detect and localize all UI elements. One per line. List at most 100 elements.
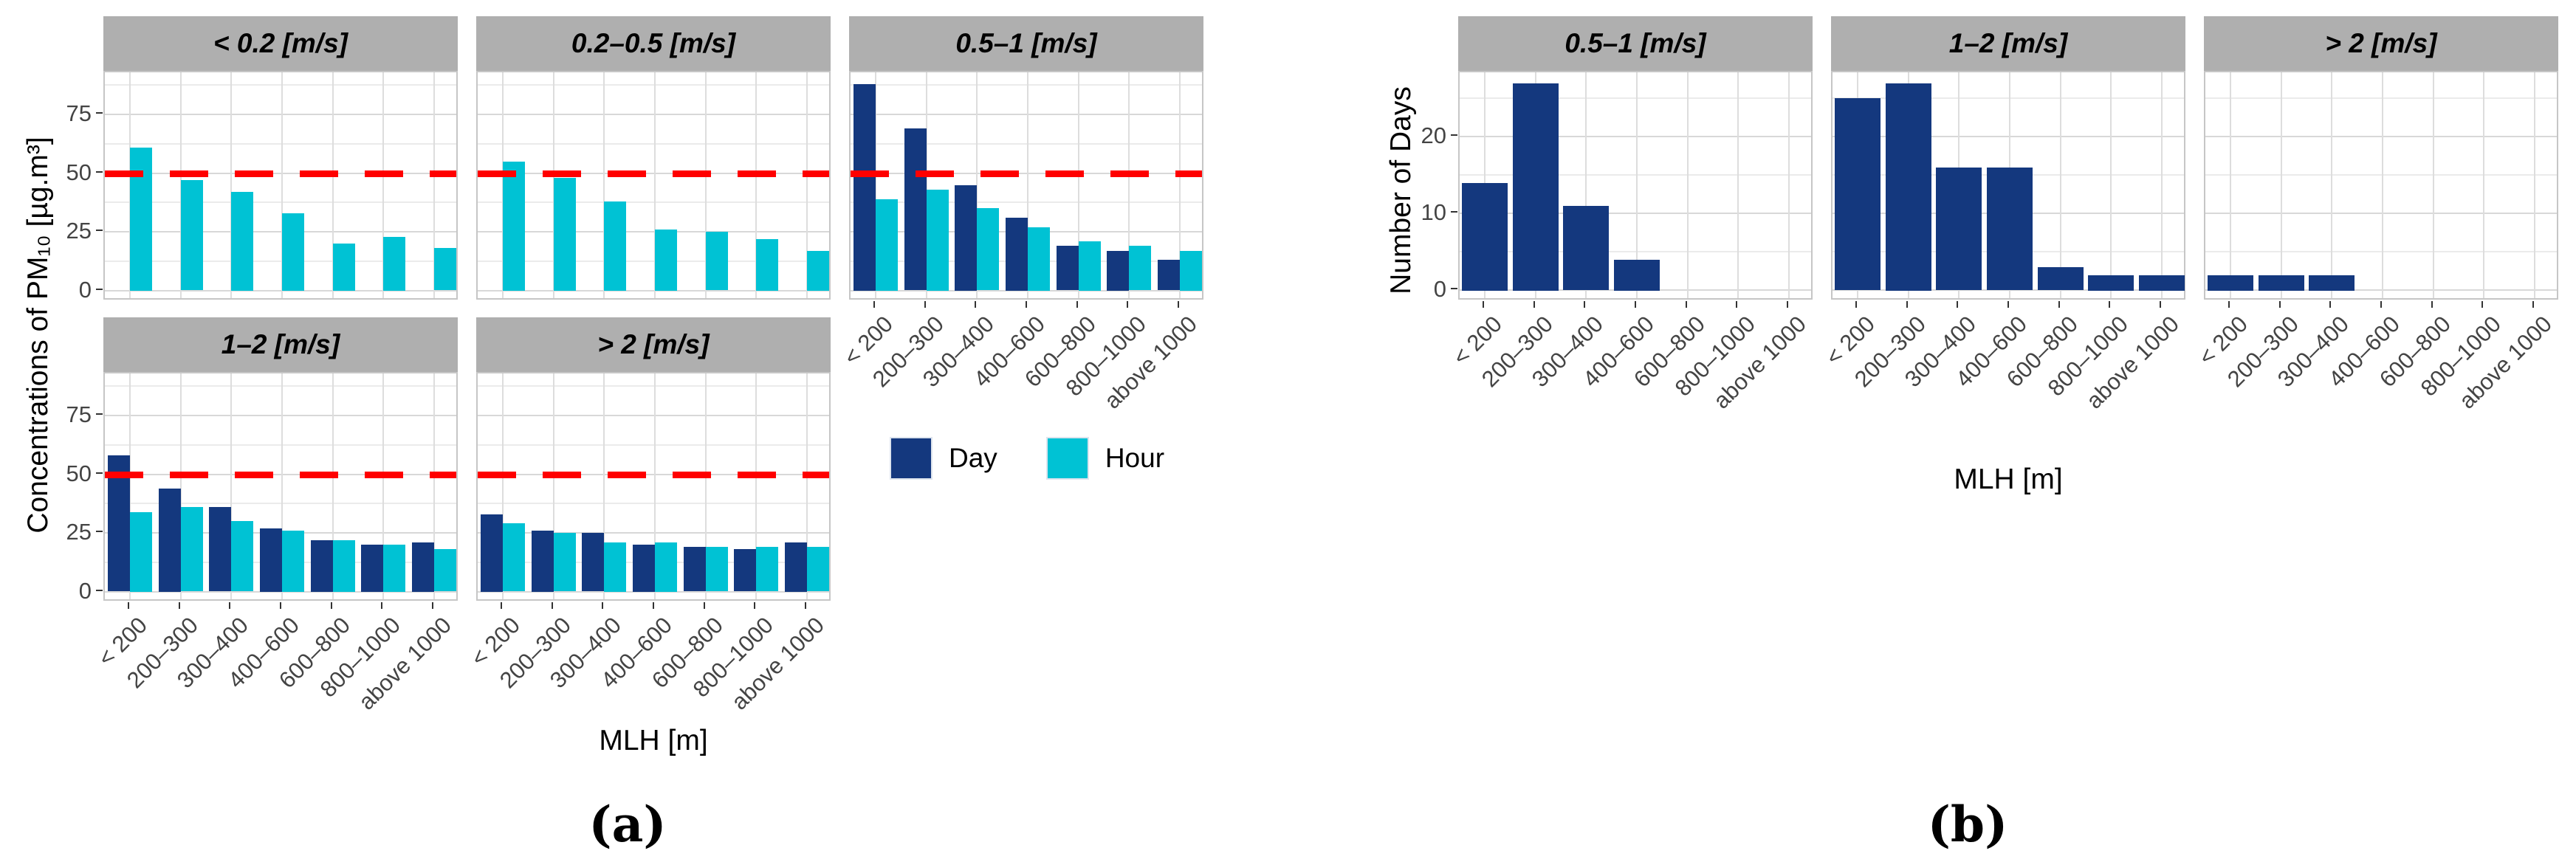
bar-day (785, 542, 807, 592)
bar-day (481, 514, 503, 592)
x-tick-mark (1584, 301, 1585, 308)
panel-a-x-axis-title: MLH [m] (599, 725, 708, 756)
facet-strip: 0.5–1 [m/s] (849, 16, 1203, 71)
y-tick-label: 75 (66, 401, 92, 427)
bar-hour (1180, 251, 1202, 291)
gridline-vertical (230, 373, 232, 599)
bar-hour (1028, 227, 1050, 291)
facet-strip-label: < 0.2 [m/s] (213, 28, 348, 58)
bar-day (582, 533, 604, 591)
bar-hour (655, 230, 677, 291)
bar-hour (231, 192, 253, 291)
x-tick-mark (2279, 301, 2281, 308)
gridline-vertical (2483, 72, 2484, 298)
gridline-minor (105, 142, 456, 145)
y-tick-mark (1451, 134, 1457, 136)
facet-strip: 1–2 [m/s] (1831, 16, 2185, 71)
gridline-vertical (2382, 72, 2383, 298)
gridline-vertical (281, 72, 283, 298)
gridline-major (105, 114, 456, 116)
gridline-vertical (926, 72, 927, 298)
y-tick-label: 10 (1421, 199, 1446, 225)
bar-hour (503, 523, 525, 591)
facet-strip: 0.5–1 [m/s] (1458, 16, 1813, 71)
bar-day (2259, 275, 2304, 291)
gridline-vertical (433, 72, 435, 298)
x-tick-mark (2058, 301, 2060, 308)
gridline-major (478, 415, 829, 417)
y-tick-label: 0 (78, 578, 92, 604)
x-tick-mark (381, 602, 382, 609)
legend-label-day: Day (949, 443, 997, 473)
bar-hour (130, 148, 152, 291)
caption-b: (b) (1927, 796, 2008, 853)
bar-day (260, 528, 282, 592)
gridline-minor (105, 385, 456, 387)
y-tick-label: 50 (66, 461, 92, 486)
bar-day (1936, 168, 1982, 290)
x-tick-mark (2431, 301, 2433, 308)
bar-day (2139, 275, 2185, 291)
gridline-vertical (2110, 72, 2112, 298)
bar-hour (706, 547, 728, 591)
bar-hour (876, 199, 898, 291)
bar-day (159, 489, 181, 592)
gridline-vertical (129, 373, 131, 599)
gridline-vertical (1687, 72, 1689, 298)
y-tick-label: 20 (1421, 123, 1446, 148)
x-tick-mark (1178, 301, 1179, 308)
facet-panel (103, 71, 458, 300)
facet-panel (2204, 71, 2558, 300)
gridline-vertical (1027, 72, 1028, 298)
pm10-limit-line (851, 170, 1202, 177)
gridline-major (1460, 213, 1811, 215)
bar-hour (554, 178, 576, 291)
gridline-minor (851, 84, 1202, 86)
gridline-major (2205, 213, 2557, 215)
bar-hour (807, 547, 829, 591)
x-tick-mark (331, 602, 332, 609)
gridline-vertical (705, 72, 707, 298)
x-tick-mark (924, 301, 926, 308)
y-tick-mark (96, 171, 103, 173)
bar-day (1886, 83, 1931, 291)
facet-panel (103, 372, 458, 601)
y-tick-mark (96, 531, 103, 532)
bar-hour (434, 248, 456, 290)
gridline-vertical (382, 373, 384, 599)
facet-strip-label: 0.5–1 [m/s] (955, 28, 1097, 58)
facet-strip-label: > 2 [m/s] (2325, 28, 2437, 58)
bar-hour (756, 547, 778, 591)
gridline-minor (1833, 97, 2184, 100)
pm10-limit-line (478, 170, 829, 177)
bar-day (1835, 98, 1881, 290)
gridline-vertical (1737, 72, 1739, 298)
legend-label-hour: Hour (1105, 443, 1165, 473)
x-tick-mark (1736, 301, 1737, 308)
y-tick-label: 25 (66, 519, 92, 545)
gridline-minor (105, 444, 456, 446)
pm10-limit-line (105, 472, 456, 478)
gridline-minor (105, 84, 456, 86)
gridline-minor (478, 503, 829, 505)
caption-a: (a) (588, 796, 667, 853)
bar-hour (927, 190, 949, 291)
gridline-major (478, 231, 829, 233)
gridline-vertical (230, 72, 232, 298)
bar-hour (282, 531, 304, 592)
facet-strip-label: 1–2 [m/s] (1948, 28, 2068, 58)
facet-strip: 0.2–0.5 [m/s] (476, 16, 831, 71)
bar-hour (434, 549, 456, 591)
gridline-minor (478, 444, 829, 446)
pm10-limit-line (478, 472, 829, 478)
facet-panel (476, 372, 831, 601)
bar-day (311, 540, 333, 592)
gridline-minor (105, 260, 456, 262)
x-tick-mark (432, 602, 433, 609)
x-tick-mark (1026, 301, 1027, 308)
x-tick-mark (229, 602, 230, 609)
legend-key-day (890, 437, 932, 480)
gridline-vertical (603, 72, 605, 298)
gridline-major (1833, 289, 2184, 292)
x-tick-mark (1127, 301, 1128, 308)
